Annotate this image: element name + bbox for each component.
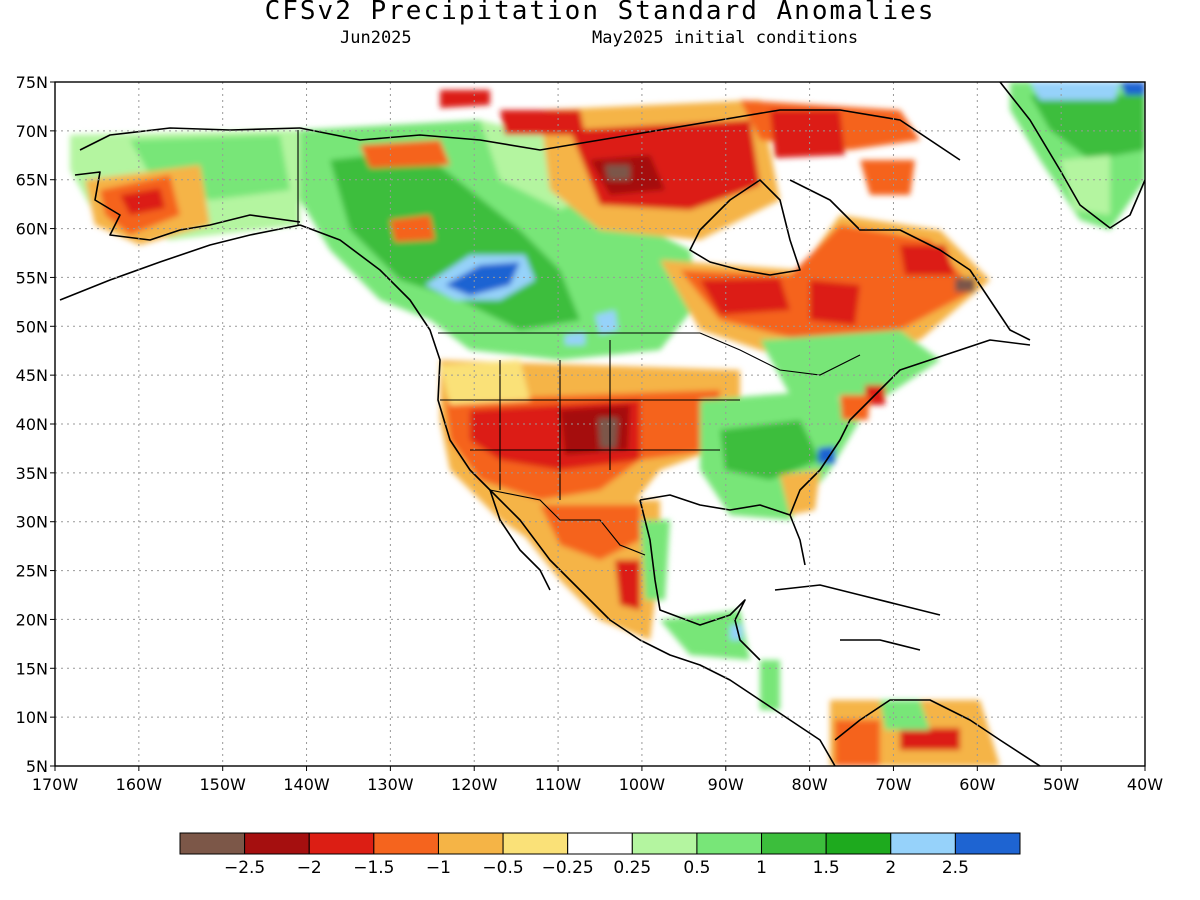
lon-label: 70W (875, 775, 911, 794)
lat-label: 20N (16, 610, 48, 629)
legend-label: 0.25 (613, 858, 651, 878)
legend-swatch (696, 832, 763, 855)
legend-swatch (373, 832, 439, 855)
legend-label: −1.5 (353, 858, 394, 878)
lon-label: 140W (283, 775, 330, 794)
lat-label: 25N (16, 562, 48, 581)
legend-swatch (437, 832, 504, 855)
latitude-labels: 75N 70N 65N 60N 55N 50N 45N 40N 35N 30N 25N 20N 15N 1… (16, 73, 48, 776)
lat-label: 10N (16, 708, 48, 727)
lat-label: 5N (26, 757, 48, 776)
lat-label: 45N (16, 366, 48, 385)
legend-label: −2 (297, 858, 322, 878)
legend-swatch (954, 832, 1021, 855)
legend-label: −2.5 (224, 858, 265, 878)
legend-label: 1.5 (813, 858, 840, 878)
coastlines (59, 82, 1145, 766)
legend-swatch (890, 832, 956, 855)
legend-label: 2.5 (942, 858, 969, 878)
legend-swatch (631, 832, 698, 855)
lat-label: 40N (16, 415, 48, 434)
legend-swatch (761, 832, 827, 855)
borders (297, 130, 861, 556)
lat-label: 55N (16, 268, 48, 287)
lon-label: 150W (200, 775, 247, 794)
lat-label: 15N (16, 659, 48, 678)
lon-label: 100W (619, 775, 666, 794)
legend-label: 1 (756, 858, 767, 878)
legend-label: −0.5 (482, 858, 523, 878)
forecast-month: Jun2025 (340, 28, 412, 48)
axis-ticks (50, 81, 1146, 771)
lon-label: 40W (1127, 775, 1163, 794)
lat-label: 60N (16, 220, 48, 239)
legend-swatch (244, 832, 310, 855)
legend-swatch (502, 832, 569, 855)
legend-label: 0.5 (683, 858, 710, 878)
lon-label: 130W (367, 775, 414, 794)
lat-label: 50N (16, 317, 48, 336)
lat-label: 75N (16, 73, 48, 92)
lat-label: 65N (16, 171, 48, 190)
lat-lon-grid (55, 82, 1145, 766)
lon-label: 50W (1043, 775, 1079, 794)
lon-label: 160W (116, 775, 163, 794)
longitude-labels: 170W 160W 150W 140W 130W 120W 110W 100W 90W 80W 70… (32, 775, 1163, 794)
legend-swatch (567, 832, 633, 855)
legend-swatch (825, 832, 892, 855)
lon-label: 170W (32, 775, 79, 794)
lat-label: 30N (16, 513, 48, 532)
initial-conditions: May2025 initial conditions (592, 28, 859, 48)
lon-label: 110W (535, 775, 582, 794)
lon-label: 80W (792, 775, 828, 794)
map-title: CFSv2 Precipitation Standard Anomalies (264, 0, 936, 26)
anomaly-shading (70, 82, 1145, 766)
legend-swatch (179, 832, 246, 855)
lon-label: 60W (959, 775, 995, 794)
color-legend: −2.5 −2 −1.5 −1 −0.5 −0.25 0.25 0.5 1 1.5 2 2.5 (179, 832, 1021, 878)
legend-label: −1 (426, 858, 451, 878)
legend-label: 2 (885, 858, 896, 878)
legend-swatch (308, 832, 375, 855)
lat-label: 70N (16, 122, 48, 141)
legend-label: −0.25 (542, 858, 594, 878)
lon-label: 120W (451, 775, 498, 794)
lat-label: 35N (16, 464, 48, 483)
lon-label: 90W (708, 775, 744, 794)
